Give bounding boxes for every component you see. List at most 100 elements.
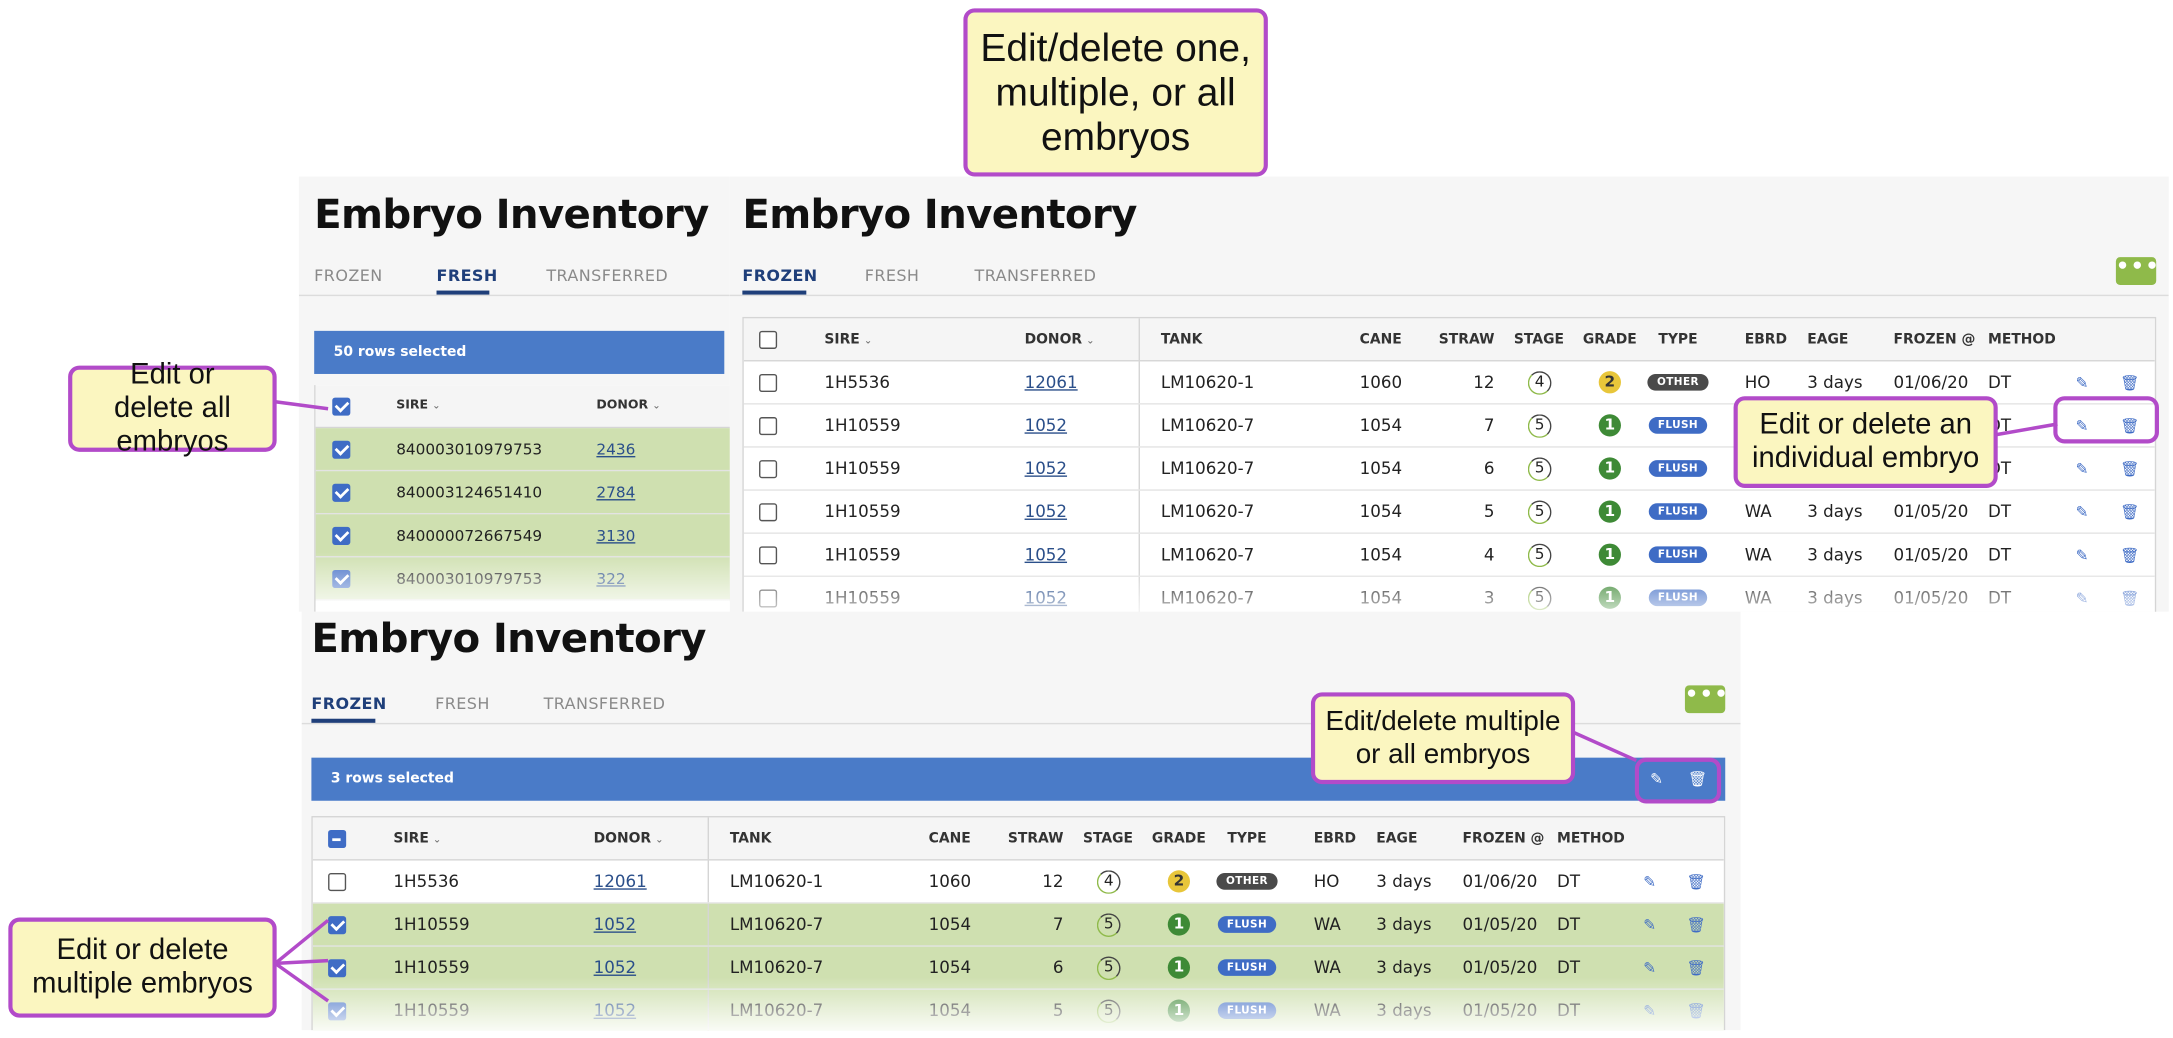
frozen-cell: 01/06/20 [1462, 871, 1538, 892]
frozen-panel: Embryo Inventory FROZEN FRESH TRANSFERRED … [729, 176, 2169, 612]
donor-link[interactable]: 12061 [593, 871, 647, 892]
tab-transferred[interactable]: TRANSFERRED [543, 693, 666, 714]
fresh-panel: Embryo Inventory FROZEN FRESH TRANSFERRED … [298, 176, 730, 612]
sort-chevron-icon[interactable]: ⌄ [655, 834, 664, 846]
row-checkbox[interactable] [328, 916, 347, 935]
column-header-sire[interactable]: SIRE ⌄ [396, 385, 440, 428]
grade-badge: 1 [1598, 414, 1621, 437]
row-checkbox[interactable] [759, 417, 778, 436]
ebrd-cell: WA [1744, 544, 1772, 565]
sire-cell: 1H10559 [824, 544, 901, 565]
table-row[interactable]: 1H10559 1052 LM10620-7 1054 4 5 1 FLUSH WA 3 days… [743, 533, 2155, 577]
row-checkbox[interactable] [328, 873, 347, 892]
delete-icon[interactable]: 🗑 [2120, 503, 2140, 522]
row-checkbox[interactable] [332, 440, 351, 459]
sire-cell: 1H10559 [824, 458, 901, 479]
stage-indicator: 4 [1527, 371, 1552, 395]
select-all-checkbox[interactable] [759, 330, 778, 349]
sort-chevron-icon[interactable]: ⌄ [433, 834, 442, 846]
delete-icon[interactable]: 🗑 [2120, 373, 2140, 393]
straw-cell: 12 [1473, 372, 1495, 393]
edit-icon[interactable]: ✎ [1643, 959, 1657, 978]
table-row[interactable]: 1H10559 1052 LM10620-7 1054 5 5 1 FLUSH WA 3 days… [743, 490, 2155, 534]
tab-frozen[interactable]: FROZEN [314, 265, 383, 285]
edit-icon[interactable]: ✎ [2075, 460, 2089, 479]
cane-cell: 1054 [928, 914, 972, 935]
delete-icon[interactable]: 🗑 [2120, 460, 2140, 479]
sort-chevron-icon[interactable]: ⌄ [652, 400, 661, 412]
tank-cell: LM10620-7 [729, 914, 824, 935]
tab-fresh[interactable]: FRESH [435, 693, 490, 714]
donor-link[interactable]: 2436 [596, 440, 636, 459]
edit-icon[interactable]: ✎ [2075, 503, 2089, 522]
table-row[interactable]: 840003010979753 2436 [315, 428, 730, 472]
column-header-tank: TANK [730, 817, 772, 860]
column-header-donor[interactable]: DONOR ⌄ [1025, 318, 1095, 362]
more-options-button[interactable]: ••• [2115, 255, 2159, 285]
delete-icon[interactable]: 🗑 [2120, 546, 2140, 565]
delete-icon[interactable]: 🗑 [2120, 417, 2140, 436]
bulk-delete-icon[interactable]: 🗑 [1687, 770, 1708, 789]
donor-link[interactable]: 1052 [593, 957, 637, 978]
tab-frozen[interactable]: FROZEN [311, 693, 387, 714]
tank-cell: LM10620-1 [729, 871, 824, 892]
row-checkbox[interactable] [759, 546, 778, 565]
row-checkbox[interactable] [759, 460, 778, 479]
edit-icon[interactable]: ✎ [2075, 417, 2089, 436]
column-header-label: TYPE [1658, 332, 1698, 348]
edit-icon[interactable]: ✎ [1643, 873, 1657, 892]
edit-icon[interactable]: ✎ [2075, 373, 2089, 393]
tab-fresh[interactable]: FRESH [864, 265, 920, 285]
column-header-sire[interactable]: SIRE ⌄ [393, 817, 441, 861]
callout-text: Edit or delete an individual embryo [1752, 408, 1980, 475]
tab-fresh[interactable]: FRESH [436, 265, 498, 285]
column-header-sire[interactable]: SIRE ⌄ [824, 318, 872, 362]
donor-link[interactable]: 1052 [1024, 415, 1068, 436]
donor-link[interactable]: 1052 [1024, 544, 1068, 565]
bulk-edit-icon[interactable]: ✎ [1650, 770, 1663, 789]
select-all-checkbox[interactable] [328, 829, 347, 849]
row-checkbox[interactable] [759, 373, 778, 393]
select-all-checkbox[interactable] [332, 397, 351, 416]
method-cell: DT [1987, 544, 2012, 565]
column-header-donor[interactable]: DONOR ⌄ [596, 385, 660, 428]
table-row[interactable]: 1H5536 12061 LM10620-1 1060 12 4 2 OTHER HO 3 day… [312, 860, 1724, 904]
delete-icon[interactable]: 🗑 [1686, 916, 1706, 935]
row-checkbox[interactable] [332, 526, 351, 545]
column-header-label: TANK [729, 831, 772, 847]
row-checkbox[interactable] [328, 959, 347, 978]
ebrd-cell: WA [1313, 914, 1341, 935]
selection-bar: 50 rows selected [314, 330, 725, 374]
row-checkbox[interactable] [332, 483, 351, 502]
table-row[interactable]: 1H5536 12061 LM10620-1 1060 12 4 2 OTHER HO 3 day… [743, 361, 2155, 405]
table-row[interactable]: 1H10559 1052 LM10620-7 1054 7 5 1 FLUSH WA 3 days… [312, 903, 1724, 947]
type-badge: OTHER [1216, 873, 1278, 890]
edit-icon[interactable]: ✎ [2075, 546, 2089, 565]
grade-badge: 2 [1598, 371, 1621, 394]
row-checkbox[interactable] [759, 503, 778, 522]
multi-table: SIRE ⌄ DONOR ⌄ TANK CANE STRAW STAGE GRADE TYPE EB… [311, 816, 1726, 1031]
delete-icon[interactable]: 🗑 [1686, 959, 1706, 978]
donor-link[interactable]: 1052 [1024, 458, 1068, 479]
donor-link[interactable]: 1052 [593, 914, 637, 935]
column-header-label: SIRE [824, 332, 860, 348]
donor-link[interactable]: 1052 [1024, 501, 1068, 522]
tab-transferred[interactable]: TRANSFERRED [546, 265, 669, 285]
column-header-donor[interactable]: DONOR ⌄ [594, 817, 664, 861]
column-header-label: METHOD [1557, 831, 1625, 847]
donor-link[interactable]: 2784 [596, 483, 636, 502]
table-row[interactable]: 840003124651410 2784 [315, 471, 730, 515]
sort-chevron-icon[interactable]: ⌄ [1086, 335, 1095, 347]
ebrd-cell: HO [1744, 372, 1771, 393]
table-row[interactable]: 840000072667549 3130 [315, 514, 730, 558]
more-options-button[interactable]: ••• [1684, 683, 1728, 714]
edit-icon[interactable]: ✎ [1643, 916, 1657, 935]
donor-link[interactable]: 3130 [596, 526, 636, 545]
delete-icon[interactable]: 🗑 [1686, 873, 1706, 892]
tab-transferred[interactable]: TRANSFERRED [974, 265, 1097, 285]
sort-chevron-icon[interactable]: ⌄ [863, 335, 873, 347]
donor-link[interactable]: 12061 [1024, 372, 1078, 393]
sort-chevron-icon[interactable]: ⌄ [432, 400, 441, 412]
column-divider [1138, 447, 1140, 490]
tab-frozen[interactable]: FROZEN [742, 265, 818, 285]
